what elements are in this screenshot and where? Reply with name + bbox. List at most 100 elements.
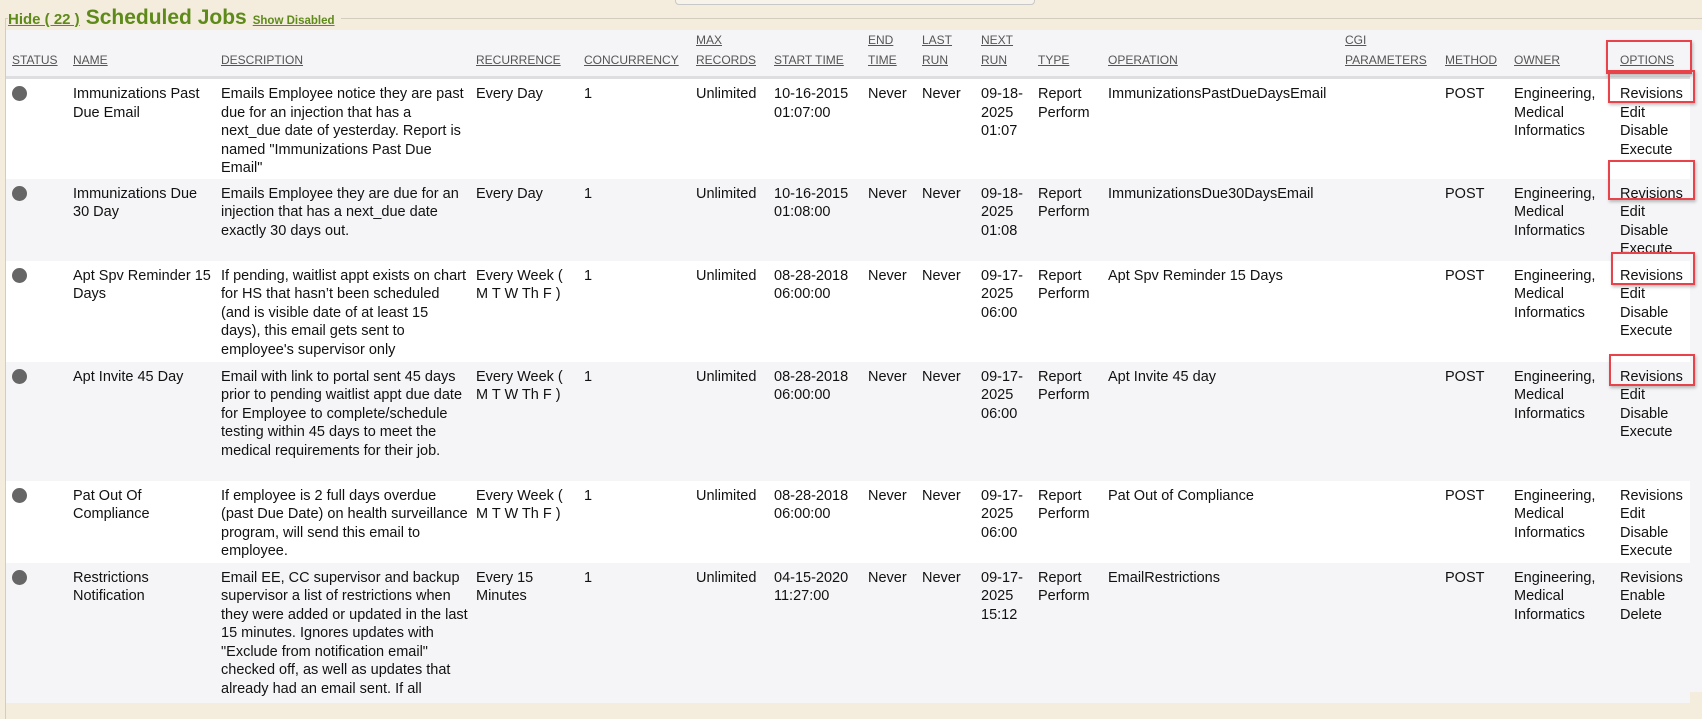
column-header-label[interactable]: RECURRENCE	[476, 53, 561, 67]
cgi-parameters-cell	[1339, 77, 1439, 179]
column-header-label[interactable]: NEXT	[981, 33, 1014, 47]
column-header-label[interactable]: TYPE	[1038, 53, 1070, 67]
disable-link[interactable]: Disable	[1620, 123, 1669, 139]
name-cell: Restrictions Notification	[67, 562, 215, 703]
end-time-cell: Never	[862, 77, 916, 179]
column-header-label[interactable]: RUN	[922, 53, 948, 67]
method-cell: POST	[1439, 77, 1508, 179]
status-indicator-icon	[12, 569, 27, 585]
column-header-type[interactable]: TYPE	[1032, 30, 1102, 79]
operation-cell: Apt Spv Reminder 15 Days	[1102, 260, 1339, 362]
column-header-method[interactable]: METHOD	[1439, 30, 1508, 79]
column-header-label[interactable]: CGI	[1345, 33, 1367, 47]
delete-link[interactable]: Delete	[1620, 606, 1662, 623]
type-cell: Report Perform	[1032, 562, 1102, 703]
column-header-label[interactable]: OPERATION	[1108, 53, 1178, 67]
column-header-label[interactable]: RECORDS	[696, 53, 757, 67]
edit-link[interactable]: Edit	[1620, 506, 1645, 522]
revisions-link[interactable]: Revisions	[1620, 267, 1683, 284]
table-row: Immunizations Past Due Email Emails Emplo…	[6, 77, 1690, 179]
execute-link[interactable]: Execute	[1620, 543, 1673, 559]
column-header-label[interactable]: RUN	[981, 53, 1007, 67]
name-cell: Pat Out Of Compliance	[67, 480, 215, 563]
column-header-label[interactable]: OWNER	[1514, 53, 1560, 67]
name-cell: Immunizations Due 30 Day	[67, 178, 215, 261]
column-header-label[interactable]: PARAMETERS	[1345, 53, 1427, 67]
revisions-link[interactable]: Revisions	[1620, 569, 1683, 586]
column-header-options[interactable]: OPTIONS	[1614, 30, 1690, 79]
revisions-link[interactable]: Revisions	[1620, 86, 1683, 102]
next-run-cell: 09-18-2025 01:07	[975, 77, 1032, 179]
operation-cell: Pat Out of Compliance	[1102, 480, 1339, 563]
start-time-cell: 08-28-2018 06:00:00	[768, 260, 862, 362]
name-cell: Apt Spv Reminder 15 Days	[67, 260, 215, 362]
column-header-label[interactable]: OPTIONS	[1620, 53, 1675, 67]
column-header-name[interactable]: NAME	[67, 30, 215, 79]
options-cell: Revisions Edit Disable Execute	[1614, 480, 1690, 563]
column-header-last-run[interactable]: LAST RUN	[916, 30, 975, 79]
column-header-label[interactable]: METHOD	[1445, 53, 1497, 67]
revisions-link[interactable]: Revisions	[1620, 368, 1683, 385]
column-header-concurrency[interactable]: CONCURRENCY	[578, 30, 690, 79]
show-disabled-link[interactable]: Show Disabled	[252, 15, 335, 27]
owner-cell: Engineering, Medical Informatics	[1508, 178, 1614, 261]
concurrency-cell: 1	[578, 361, 690, 481]
column-header-label[interactable]: MAX	[696, 33, 723, 47]
column-header-label[interactable]: END	[868, 33, 894, 47]
execute-link[interactable]: Execute	[1620, 323, 1673, 339]
cgi-parameters-cell	[1339, 562, 1439, 703]
recurrence-cell: Every Week ( M T W Th F )	[470, 260, 578, 362]
table-row: Restrictions Notification Email EE, CC su…	[6, 562, 1690, 703]
execute-link[interactable]: Execute	[1620, 141, 1673, 158]
edit-link[interactable]: Edit	[1620, 104, 1645, 121]
description-cell: If pending, waitlist appt exists on char…	[215, 260, 470, 362]
disable-link[interactable]: Disable	[1620, 304, 1669, 321]
column-header-recurrence[interactable]: RECURRENCE	[470, 30, 578, 79]
column-header-status[interactable]: STATUS	[6, 30, 67, 79]
method-cell: POST	[1439, 562, 1508, 703]
column-header-owner[interactable]: OWNER	[1508, 30, 1614, 79]
column-header-label[interactable]: NAME	[73, 53, 108, 67]
column-header-label[interactable]: STATUS	[12, 53, 58, 67]
execute-link[interactable]: Execute	[1620, 424, 1673, 440]
max-records-cell: Unlimited	[690, 361, 768, 481]
column-header-start-time[interactable]: START TIME	[768, 30, 862, 79]
cgi-parameters-cell	[1339, 480, 1439, 563]
last-run-cell: Never	[916, 361, 975, 481]
disable-link[interactable]: Disable	[1620, 524, 1669, 541]
column-header-label[interactable]: CONCURRENCY	[584, 53, 679, 67]
table-row: Pat Out Of Compliance If employee is 2 fu…	[6, 480, 1690, 563]
hide-toggle-link[interactable]: Hide ( 22 )	[8, 11, 80, 28]
edit-link[interactable]: Edit	[1620, 204, 1645, 220]
execute-link[interactable]: Execute	[1620, 241, 1673, 257]
owner-cell: Engineering, Medical Informatics	[1508, 562, 1614, 703]
owner-cell: Engineering, Medical Informatics	[1508, 361, 1614, 481]
operation-cell: EmailRestrictions	[1102, 562, 1339, 703]
jobs-table: STATUS NAME DESCRIPTION RECURRENCE CONCURREN…	[6, 30, 1690, 703]
status-cell	[6, 178, 67, 261]
column-header-label[interactable]: START TIME	[774, 53, 844, 67]
max-records-cell: Unlimited	[690, 178, 768, 261]
column-header-end-time[interactable]: END TIME	[862, 30, 916, 79]
column-header-max-records[interactable]: MAX RECORDS	[690, 30, 768, 79]
column-header-label[interactable]: DESCRIPTION	[221, 53, 304, 67]
edit-link[interactable]: Edit	[1620, 286, 1645, 302]
last-run-cell: Never	[916, 77, 975, 179]
column-header-cgi-parameters[interactable]: CGI PARAMETERS	[1339, 30, 1439, 79]
column-header-label[interactable]: LAST	[922, 33, 953, 47]
column-header-description[interactable]: DESCRIPTION	[215, 30, 470, 79]
description-cell: If employee is 2 full days overdue (past…	[215, 480, 470, 563]
column-header-next-run[interactable]: NEXT RUN	[975, 30, 1032, 79]
recurrence-cell: Every Week ( M T W Th F )	[470, 361, 578, 481]
column-header-label[interactable]: TIME	[868, 53, 897, 67]
revisions-link[interactable]: Revisions	[1620, 185, 1683, 202]
edit-link[interactable]: Edit	[1620, 387, 1645, 403]
enable-link[interactable]: Enable	[1620, 588, 1666, 604]
search-box[interactable]	[675, 0, 1035, 5]
end-time-cell: Never	[862, 260, 916, 362]
disable-link[interactable]: Disable	[1620, 222, 1669, 239]
disable-link[interactable]: Disable	[1620, 405, 1669, 422]
revisions-link[interactable]: Revisions	[1620, 487, 1683, 504]
status-cell	[6, 562, 67, 703]
column-header-operation[interactable]: OPERATION	[1102, 30, 1339, 79]
